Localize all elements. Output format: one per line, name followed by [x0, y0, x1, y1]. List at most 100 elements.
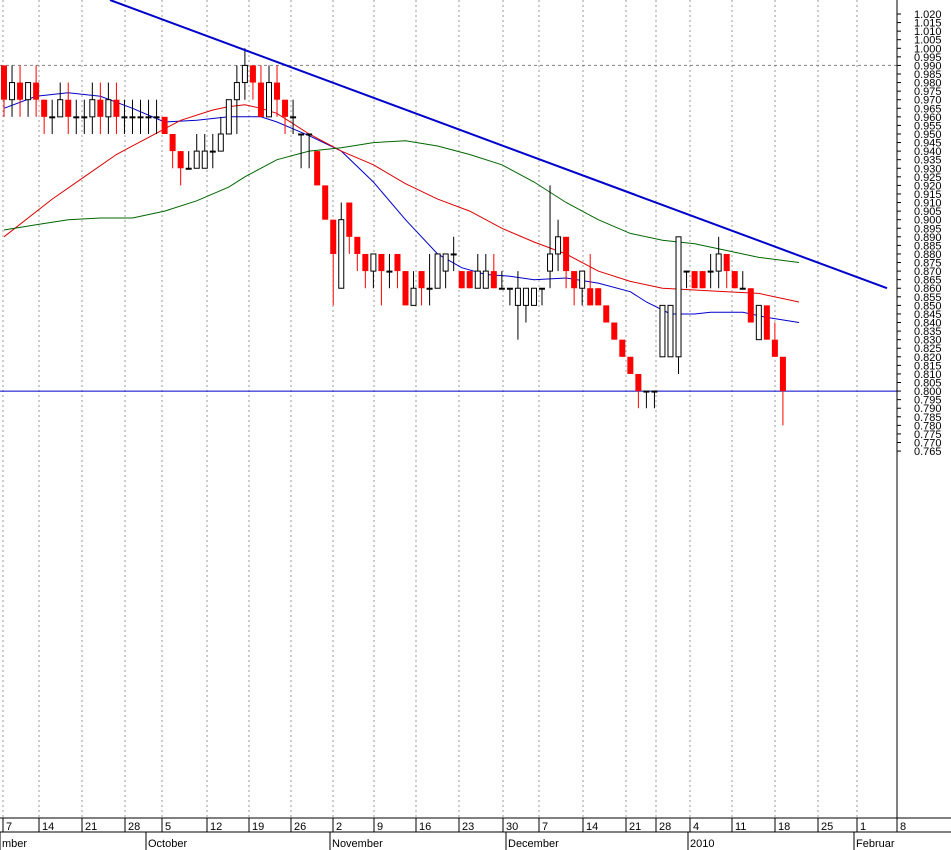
y-tick-label: 0.955: [914, 120, 942, 132]
candle: [81, 99, 88, 134]
candle: [105, 82, 112, 134]
candle-body-down: [314, 151, 321, 186]
candle-body-down: [97, 99, 104, 117]
candle: [530, 287, 537, 306]
candle: [370, 253, 377, 289]
candle: [579, 270, 586, 306]
x-tick-label: 25: [821, 821, 833, 833]
y-tick-label: 0.915: [914, 189, 942, 201]
candle-body-down: [490, 271, 497, 289]
candle-body-up: [739, 287, 746, 290]
y-tick-label: 0.960: [914, 112, 942, 124]
x-tick-label: 21: [85, 821, 97, 833]
candle: [691, 271, 698, 289]
candle-body-down: [378, 253, 385, 272]
candle-body-up: [659, 304, 666, 358]
candle-body-down: [113, 99, 120, 117]
candle: [290, 99, 297, 134]
candles: [1, 48, 786, 426]
candle-body-down: [635, 373, 642, 392]
candle-body-down: [627, 356, 634, 374]
y-tick-label: 0.800: [914, 386, 942, 398]
candle: [402, 271, 409, 306]
y-axis: 1.0201.0151.0101.0051.0000.9950.9900.985…: [896, 0, 942, 818]
candle-body-up: [241, 64, 248, 84]
candle: [25, 82, 32, 117]
y-tick-label: 0.795: [914, 395, 942, 407]
candle: [225, 99, 232, 135]
candle: [426, 253, 433, 306]
candle-body-up: [555, 236, 562, 255]
candle: [354, 236, 361, 272]
candle: [265, 65, 272, 118]
candle-body-up: [442, 253, 449, 272]
candle: [177, 151, 184, 186]
x-tick-label: 1: [860, 821, 866, 833]
candle: [474, 253, 481, 289]
y-tick-label: 0.810: [914, 369, 942, 381]
candle-body-down: [17, 82, 24, 100]
x-tick-label: 28: [659, 821, 671, 833]
candle: [209, 133, 216, 169]
candle-body-down: [771, 339, 778, 357]
x-tick-label: 7: [542, 821, 548, 833]
candle-body-up: [482, 270, 489, 289]
candle: [217, 116, 224, 152]
candle-body-down: [571, 271, 578, 289]
month-label: mber: [2, 838, 27, 850]
candle: [169, 133, 176, 169]
y-tick-label: 0.885: [914, 240, 942, 252]
x-tick-label: 14: [586, 821, 598, 833]
y-tick-label: 0.970: [914, 95, 942, 107]
candle-body-down: [691, 271, 698, 289]
y-tick-label: 0.765: [914, 446, 942, 458]
x-tick-label: 12: [210, 821, 222, 833]
candle: [619, 339, 626, 357]
candle: [490, 253, 497, 289]
y-tick-label: 0.815: [914, 360, 942, 372]
candle-body-down: [587, 288, 594, 306]
candle: [723, 253, 730, 289]
y-tick-label: 0.965: [914, 103, 942, 115]
candle-body-down: [41, 99, 48, 117]
candle-body-up: [530, 287, 537, 306]
candle-body-up: [193, 150, 200, 169]
y-tick-label: 0.995: [914, 52, 942, 64]
candle: [683, 270, 690, 289]
candle-body-down: [257, 82, 264, 117]
candle-body-down: [177, 151, 184, 169]
candle-body-up: [506, 287, 513, 290]
y-tick-label: 0.825: [914, 343, 942, 355]
y-tick-label: 0.900: [914, 215, 942, 227]
candle: [241, 48, 248, 100]
y-tick-label: 0.945: [914, 138, 942, 150]
x-tick-label: 11: [735, 821, 746, 833]
y-tick-label: 0.950: [914, 129, 942, 141]
candle: [547, 185, 554, 289]
candle: [1, 65, 7, 117]
y-tick-label: 0.770: [914, 438, 942, 450]
y-tick-label: 0.880: [914, 249, 942, 261]
candle-body-up: [145, 116, 152, 119]
candle-body-up: [306, 133, 313, 136]
candle: [418, 271, 425, 306]
candle: [257, 65, 264, 117]
candle-body-up: [298, 133, 305, 136]
candle-body-up: [643, 390, 650, 393]
candle-body-down: [563, 236, 570, 272]
candle: [482, 253, 489, 289]
candle: [659, 304, 666, 358]
y-tick-label: 0.780: [914, 420, 942, 432]
candle: [498, 271, 505, 290]
candle: [314, 151, 321, 186]
x-tick-label: 4: [693, 821, 699, 833]
y-tick-label: 0.930: [914, 163, 942, 175]
candle: [57, 82, 64, 118]
candle: [771, 322, 778, 357]
candle: [89, 82, 96, 134]
candle: [274, 65, 281, 117]
x-tick-label: 14: [42, 821, 54, 833]
candle-body-down: [699, 271, 706, 289]
candle: [755, 304, 762, 341]
candle: [161, 116, 168, 134]
